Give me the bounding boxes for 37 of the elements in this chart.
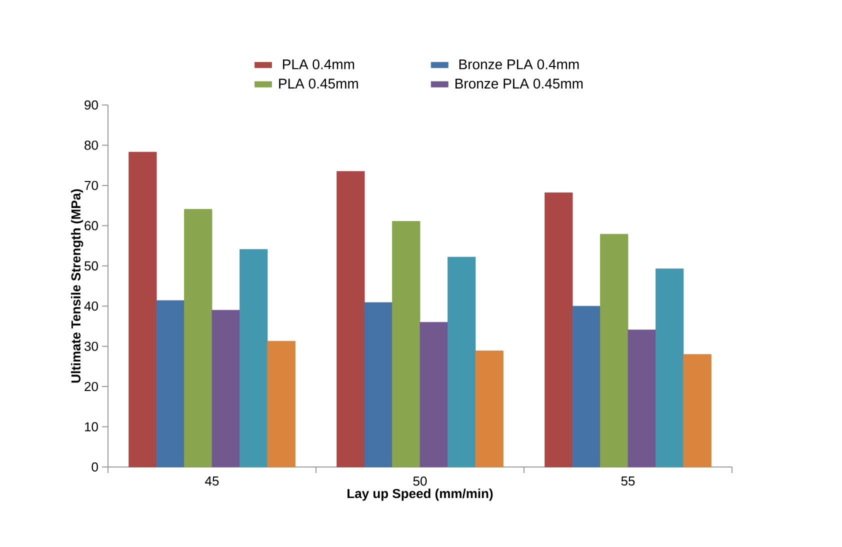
bar [628,330,656,468]
bar [364,302,392,468]
y-tick-label: 70 [84,180,98,190]
bar [475,350,504,468]
bar [420,322,448,468]
bar [267,340,296,468]
bar [392,221,420,468]
bar [600,234,628,468]
bar [212,310,240,468]
y-tick-label: 60 [84,221,98,230]
y-tick-label: 30 [84,342,98,351]
y-tick-label: 40 [84,302,98,311]
bar [128,152,157,468]
bar [683,354,712,468]
bar [544,192,573,468]
legend-label: Bronze PLA 0.45mm [455,78,583,89]
legend-label: PLA 0.45mm [279,78,358,89]
bar [240,249,268,468]
x-axis-title: Lay up Speed (mm/min) [348,488,493,501]
bar [184,208,212,468]
y-tick-label: 20 [84,382,98,392]
y-axis-title: Ultimate Tensile Strength (MPa) [70,189,84,383]
legend-label: Bronze PLA 0.4mm [459,59,579,70]
y-tick-label: 10 [85,422,98,432]
y-tick-label: 90 [84,100,98,110]
bar [572,306,600,468]
y-tick-label: 50 [84,261,98,270]
x-tick-label: 50 [413,476,427,486]
bar [448,256,476,468]
bar [656,268,684,468]
legend-label: PLA 0.4mm [282,59,354,70]
y-tick-label: 0 [92,462,98,472]
x-tick-label: 45 [205,476,219,486]
bar [156,300,184,468]
y-tick-label: 80 [84,140,98,150]
x-tick-label: 55 [621,476,635,486]
bar [336,171,365,468]
